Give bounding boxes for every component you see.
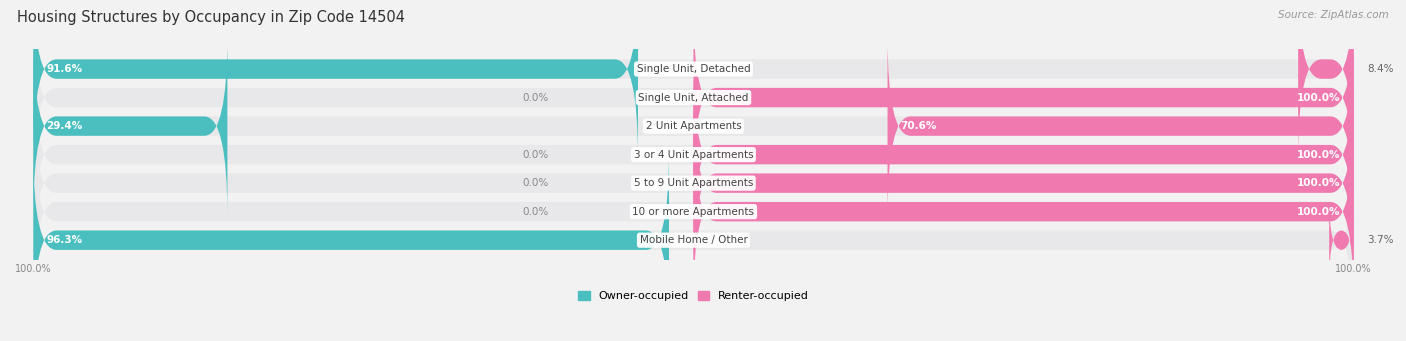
Text: 91.6%: 91.6% [46,64,83,74]
FancyBboxPatch shape [34,0,638,159]
FancyBboxPatch shape [693,121,1354,302]
Text: 0.0%: 0.0% [522,93,548,103]
Text: 3 or 4 Unit Apartments: 3 or 4 Unit Apartments [634,150,754,160]
Text: 96.3%: 96.3% [46,235,83,245]
FancyBboxPatch shape [34,8,1354,188]
FancyBboxPatch shape [34,36,1354,216]
FancyBboxPatch shape [693,93,1354,273]
Text: 100.0%: 100.0% [1296,178,1340,188]
Text: 2 Unit Apartments: 2 Unit Apartments [645,121,741,131]
Text: Single Unit, Attached: Single Unit, Attached [638,93,748,103]
FancyBboxPatch shape [1329,197,1354,283]
FancyBboxPatch shape [34,121,1354,302]
Legend: Owner-occupied, Renter-occupied: Owner-occupied, Renter-occupied [578,291,808,301]
Text: 70.6%: 70.6% [901,121,938,131]
Text: 0.0%: 0.0% [522,150,548,160]
Text: 100.0%: 100.0% [1296,93,1340,103]
Text: Housing Structures by Occupancy in Zip Code 14504: Housing Structures by Occupancy in Zip C… [17,10,405,25]
Text: 100.0%: 100.0% [1296,207,1340,217]
FancyBboxPatch shape [34,150,669,330]
Text: 3.7%: 3.7% [1367,235,1393,245]
FancyBboxPatch shape [887,36,1354,216]
FancyBboxPatch shape [34,36,228,216]
Text: Mobile Home / Other: Mobile Home / Other [640,235,748,245]
FancyBboxPatch shape [34,64,1354,245]
FancyBboxPatch shape [693,8,1354,188]
Text: 10 or more Apartments: 10 or more Apartments [633,207,755,217]
FancyBboxPatch shape [1298,0,1354,159]
Text: 5 to 9 Unit Apartments: 5 to 9 Unit Apartments [634,178,754,188]
FancyBboxPatch shape [34,150,1354,330]
Text: 100.0%: 100.0% [1296,150,1340,160]
Text: 8.4%: 8.4% [1367,64,1393,74]
Text: Single Unit, Detached: Single Unit, Detached [637,64,751,74]
FancyBboxPatch shape [34,93,1354,273]
Text: 29.4%: 29.4% [46,121,83,131]
Text: 0.0%: 0.0% [522,178,548,188]
FancyBboxPatch shape [34,0,1354,159]
Text: Source: ZipAtlas.com: Source: ZipAtlas.com [1278,10,1389,20]
Text: 0.0%: 0.0% [522,207,548,217]
FancyBboxPatch shape [693,64,1354,245]
